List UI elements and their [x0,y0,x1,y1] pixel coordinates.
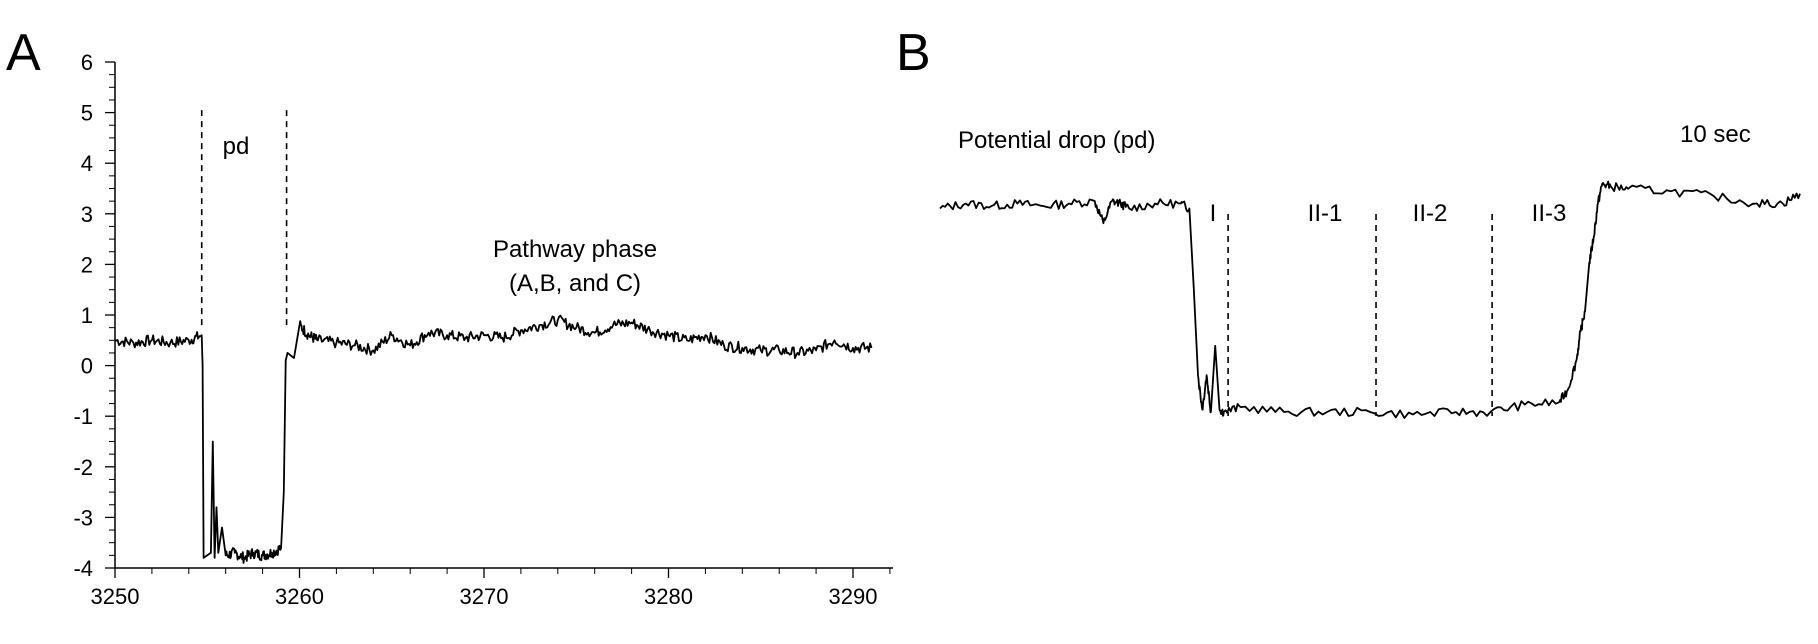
x-tick-label: 3280 [644,584,693,609]
region-label-i: I [1210,200,1217,227]
panel-b-markers [1227,214,1493,416]
panel-b-letter: B [896,24,931,82]
panel-a-axes: 6 5 4 3 2 1 0 -1 -2 -3 -4 3250 3260 3270 3280 3290 [73,50,893,609]
pd-label: pd [223,133,250,160]
y-tick-label: 0 [81,354,93,379]
panel-b-series-line [939,180,1801,419]
y-tick-label: 2 [81,252,93,277]
y-tick-label: -2 [73,455,93,480]
y-tick-label: 4 [81,151,93,176]
pathway-phase-label: Pathway phase [493,236,657,263]
time-scale-label: 10 sec [1680,121,1751,148]
y-tick-label: -3 [73,505,93,530]
panel-b: B Potential drop (pd) 10 sec I II-1 II-2… [896,24,1801,419]
x-tick-label: 3270 [460,584,509,609]
x-tick-label: 3260 [275,584,324,609]
panel-a: A 6 5 4 3 2 1 0 -1 -2 -3 -4 3250 3260 3270 3280 3290 pd… [6,24,893,609]
x-tick-label: 3250 [91,584,140,609]
pathway-phase-sublabel: (A,B, and C) [509,270,641,297]
panel-a-letter: A [6,24,41,82]
panel-a-series-line [114,314,873,564]
region-label-ii-2: II-2 [1413,200,1448,227]
region-label-ii-1: II-1 [1308,200,1343,227]
y-tick-label: -1 [73,404,93,429]
y-tick-label: 6 [81,50,93,75]
x-tick-label: 3290 [829,584,878,609]
y-tick-label: -4 [73,556,93,581]
potential-drop-label: Potential drop (pd) [958,127,1155,154]
y-tick-label: 3 [81,202,93,227]
region-label-ii-3: II-3 [1532,200,1567,227]
y-tick-label: 1 [81,303,93,328]
panel-a-markers [200,110,288,331]
y-tick-label: 5 [81,101,93,126]
